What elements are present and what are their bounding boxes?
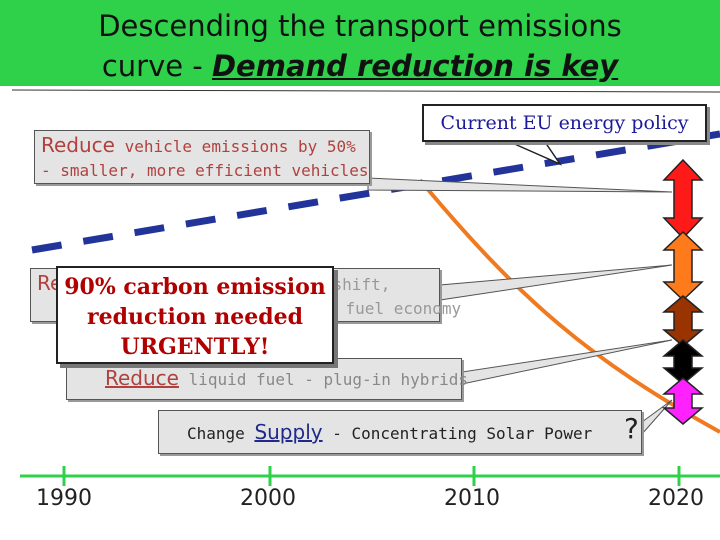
slide-title: Descending the transport emissions curve…	[0, 0, 720, 86]
callout4-text: - Concentrating Solar Power	[322, 424, 593, 443]
year-label-2000: 2000	[240, 486, 296, 511]
callout4-verb: Supply	[254, 420, 323, 444]
urgent-line-3: URGENTLY!	[120, 334, 270, 360]
business-as-usual-trend-line	[31, 130, 720, 254]
callout4-pointer	[641, 399, 673, 436]
callout1-text: vehicle emissions by 50%	[114, 137, 356, 156]
title-divider	[11, 89, 720, 93]
callout-plugin-hybrids: Reduce liquid fuel - plug-in hybrids	[66, 358, 468, 400]
year-label-1990: 1990	[36, 486, 92, 511]
arrow-segment-brown	[661, 295, 705, 347]
callout3-verb: Reduce	[105, 366, 179, 390]
arrow-segment-magenta	[661, 377, 705, 425]
title-line-2: curve - Demand reduction is key	[0, 46, 720, 86]
callout2-line2: ... fuel economy	[307, 299, 462, 318]
year-label-2010: 2010	[444, 486, 500, 511]
callout1-line2: - smaller, more efficient vehicles	[41, 161, 369, 180]
title-line-1: Descending the transport emissions	[98, 9, 622, 43]
callout3-pointer	[461, 339, 673, 385]
callout4-prefix: Change	[187, 424, 255, 443]
arrow-segment-orange	[662, 230, 704, 302]
callout1-verb: Reduce	[41, 133, 115, 157]
reduction-arrow-stack	[661, 158, 705, 425]
eu-policy-pointer	[509, 141, 563, 166]
callout1-line1: Reduce vehicle emissions by 50%	[41, 133, 363, 159]
question-mark: ?	[624, 412, 639, 445]
urgent-line-2: reduction needed	[87, 304, 303, 330]
arrow-segment-red	[662, 158, 704, 240]
urgent-reduction-box: 90% carbon emission reduction needed URG…	[56, 266, 334, 364]
callout3-text: liquid fuel - plug-in hybrids	[178, 370, 468, 389]
year-label-2020: 2020	[648, 486, 704, 511]
title-line-2-prefix: curve -	[101, 49, 212, 83]
eu-policy-label: Current EU energy policy	[422, 104, 707, 142]
emission-reduction-curve	[418, 178, 720, 434]
title-highlight: Demand reduction is key	[211, 49, 619, 83]
callout-vehicle-emissions: Reduce vehicle emissions by 50% - smalle…	[34, 130, 370, 184]
callout1-pointer	[367, 177, 673, 193]
callout-change-supply: Change Supply - Concentrating Solar Powe…	[158, 410, 642, 454]
urgent-line-1: 90% carbon emission	[64, 274, 326, 300]
callout2-pointer	[439, 264, 673, 301]
